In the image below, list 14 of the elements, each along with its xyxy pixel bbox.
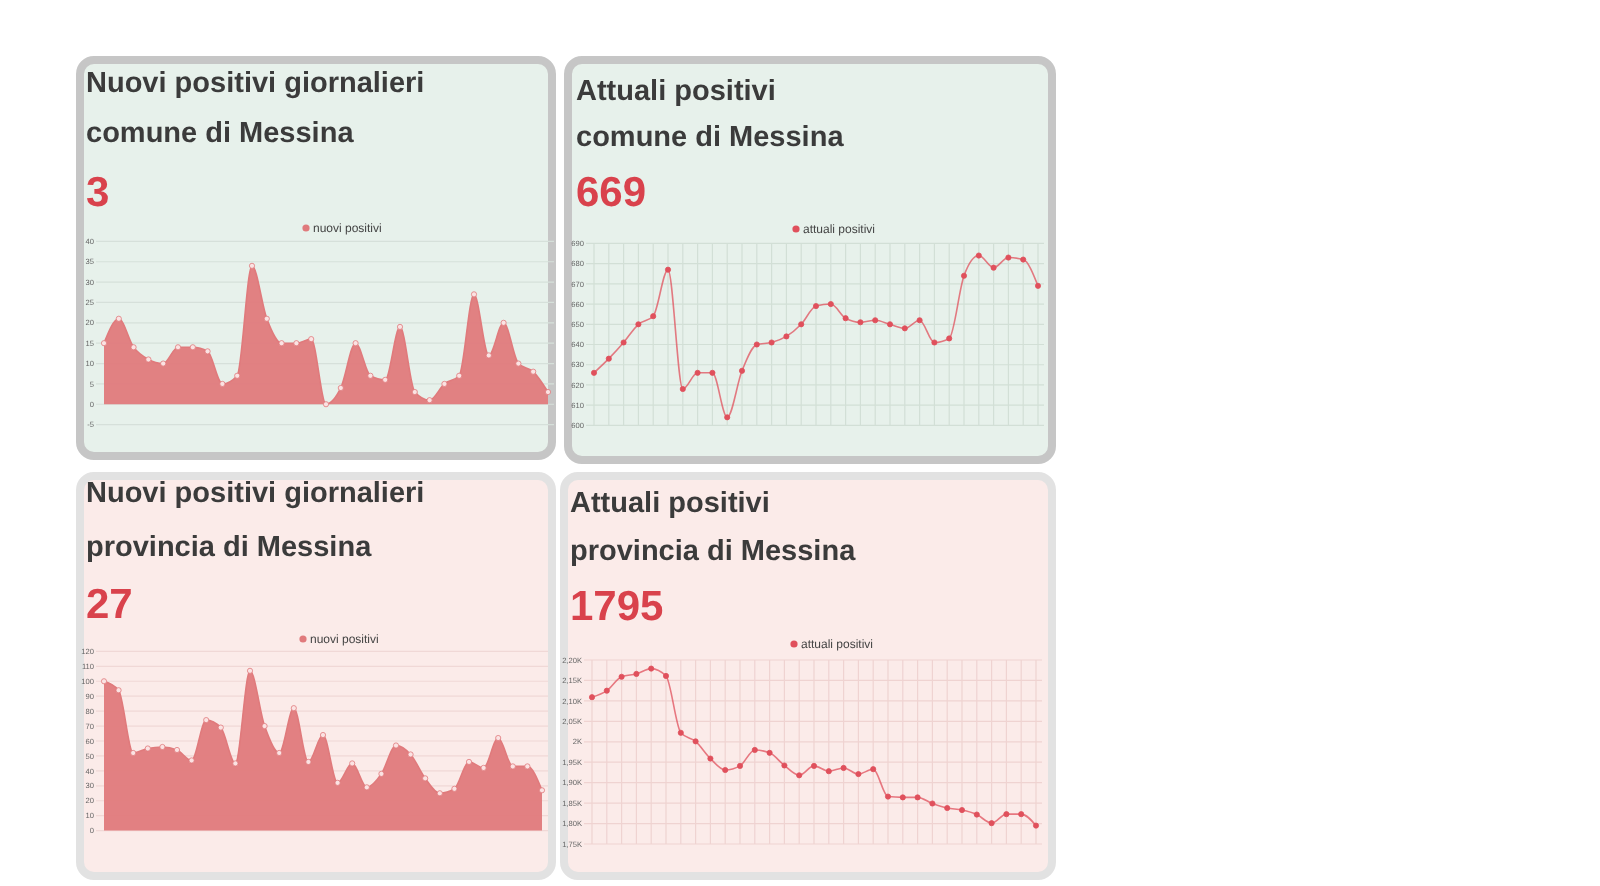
chart-subtitle: comune di Messina — [576, 122, 846, 154]
text: 27 — [86, 582, 133, 628]
chart-title: Attuali positivi — [576, 76, 776, 108]
chart-subtitle: provincia di Messina — [86, 532, 374, 564]
text: 669 — [576, 170, 647, 216]
text: 1795 — [570, 584, 665, 630]
chart-title: Attuali positivi — [570, 488, 770, 520]
chart-subtitle: provincia di Messina — [570, 536, 858, 568]
chart-title: Nuovi positivi giornalieri — [86, 478, 425, 510]
line-series — [591, 252, 1041, 421]
line-series — [589, 665, 1039, 829]
chart-subtitle: comune di Messina — [86, 118, 356, 150]
chart-title: Nuovi positivi giornalieri — [86, 68, 425, 100]
text: 3 — [86, 170, 110, 216]
